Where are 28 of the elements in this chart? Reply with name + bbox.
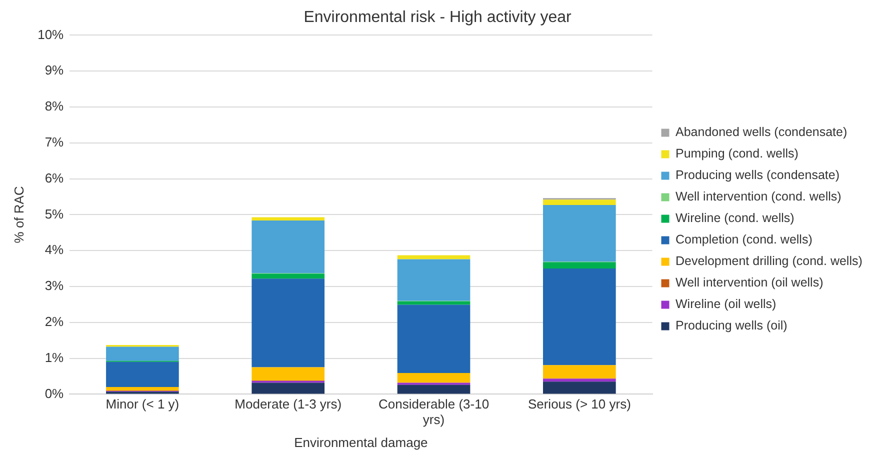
x-tick-label: Moderate (1-3 yrs)	[234, 396, 342, 412]
legend-label: Producing wells (condensate)	[676, 168, 840, 182]
legend-label: Development drilling (cond. wells)	[676, 254, 862, 268]
legend-label: Well intervention (cond. wells)	[676, 190, 842, 204]
y-tick-label: 5%	[44, 206, 64, 222]
x-axis-title: Environmental damage	[294, 434, 428, 450]
y-tick-label: 0%	[44, 386, 64, 401]
legend-label: Well intervention (oil wells)	[676, 276, 824, 290]
y-tick-label: 2%	[44, 314, 64, 329]
legend-label: Wireline (oil wells)	[676, 297, 776, 312]
x-tick-label: Minor (< 1 y)	[106, 396, 180, 412]
y-tick-label: 7%	[44, 134, 64, 150]
legend-label: Completion (cond. wells)	[676, 232, 812, 247]
y-tick-label: 8%	[44, 98, 64, 114]
legend-label: Wireline (cond. wells)	[676, 211, 794, 226]
chart-title: Environmental risk - High activity year	[304, 9, 572, 26]
y-tick-label: 1%	[44, 350, 64, 365]
x-tick-label: Serious (> 10 yrs)	[528, 396, 631, 412]
y-tick-label: 4%	[44, 242, 64, 258]
y-tick-label: 6%	[44, 170, 64, 186]
legend-label: Pumping (cond. wells)	[676, 146, 798, 161]
legend-label: Abandoned wells (condensate)	[676, 125, 848, 140]
y-tick-label: 9%	[44, 62, 64, 78]
x-tick-label: Considerable (3-10 yrs)	[378, 396, 490, 428]
y-axis-title: % of RAC	[11, 186, 26, 244]
y-tick-label: 3%	[44, 278, 64, 294]
legend-label: Producing wells (oil)	[676, 318, 788, 333]
y-tick-label: 10%	[38, 26, 64, 42]
